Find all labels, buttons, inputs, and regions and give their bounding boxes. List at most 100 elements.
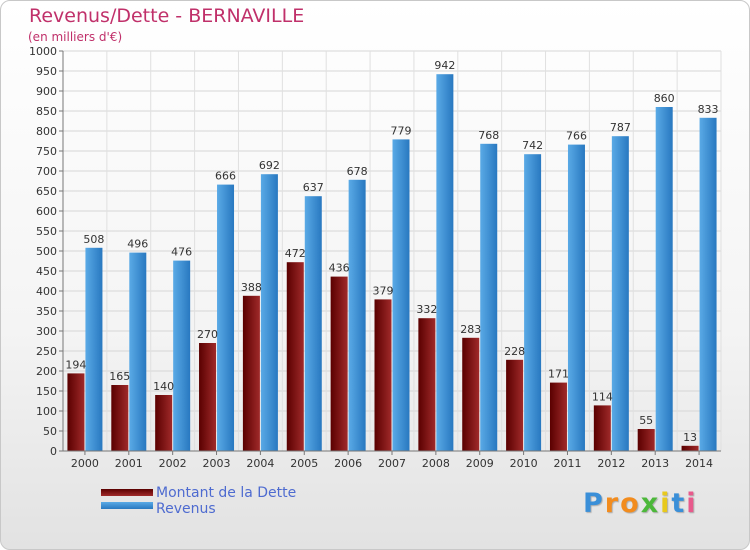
legend-label-dette: Montant de la Dette [156, 485, 297, 501]
data-label-revenus-2004: 692 [259, 159, 280, 172]
bar-revenus-2011 [567, 144, 585, 451]
data-label-revenus-2006: 678 [347, 165, 368, 178]
logo-letter: o [620, 488, 641, 519]
legend-label-revenus: Revenus [156, 501, 216, 517]
data-label-dette-2012: 114 [592, 390, 613, 403]
y-tick-label: 250 [36, 345, 57, 358]
bar-dette-2012 [593, 405, 611, 451]
x-tick-label: 2005 [290, 457, 318, 470]
data-label-dette-2000: 194 [65, 358, 86, 371]
y-tick-label: 850 [36, 105, 57, 118]
x-tick-label: 2012 [597, 457, 625, 470]
x-tick-label: 2011 [553, 457, 581, 470]
data-label-dette-2005: 472 [285, 247, 306, 260]
logo-letter: t [671, 488, 687, 519]
data-label-dette-2004: 388 [241, 281, 262, 294]
y-tick-label: 450 [36, 265, 57, 278]
data-label-dette-2003: 270 [197, 328, 218, 341]
y-tick-label: 900 [36, 85, 57, 98]
x-tick-label: 2001 [115, 457, 143, 470]
bar-dette-2011 [549, 382, 567, 451]
bar-revenus-2009 [480, 143, 498, 452]
data-label-revenus-2011: 766 [566, 130, 587, 143]
data-label-revenus-2003: 666 [215, 170, 236, 183]
bar-dette-2013 [637, 429, 655, 451]
data-label-revenus-2013: 860 [654, 92, 675, 105]
bar-revenus-2003 [217, 184, 235, 451]
bar-dette-2009 [462, 337, 480, 451]
legend-swatch-revenus [101, 502, 153, 509]
x-tick-label: 2010 [510, 457, 538, 470]
y-tick-label: 350 [36, 305, 57, 318]
legend-swatch-dette [101, 489, 153, 496]
data-label-revenus-2000: 508 [83, 233, 104, 246]
y-tick-label: 600 [36, 205, 57, 218]
x-tick-label: 2002 [159, 457, 187, 470]
logo-letter: x [640, 488, 661, 519]
bar-revenus-2013 [655, 107, 673, 451]
y-tick-label: 400 [36, 285, 57, 298]
data-label-revenus-2002: 476 [171, 246, 192, 259]
y-tick-label: 100 [36, 405, 57, 418]
data-label-dette-2014: 13 [683, 431, 697, 444]
logo-letter: r [604, 488, 621, 519]
x-tick-label: 2004 [246, 457, 274, 470]
bar-dette-2008 [418, 318, 436, 451]
bar-revenus-2000 [85, 247, 103, 451]
logo-letter: i [686, 488, 698, 519]
y-tick-label: 550 [36, 225, 57, 238]
data-label-dette-2008: 332 [416, 303, 437, 316]
data-label-revenus-2007: 779 [391, 124, 412, 137]
bar-dette-2005 [286, 262, 304, 451]
y-tick-label: 700 [36, 165, 57, 178]
bar-dette-2010 [506, 359, 524, 451]
data-label-dette-2001: 165 [109, 370, 130, 383]
bar-revenus-2002 [173, 260, 191, 451]
x-tick-label: 2000 [71, 457, 99, 470]
y-tick-label: 500 [36, 245, 57, 258]
bar-revenus-2014 [699, 117, 717, 452]
bar-revenus-2001 [129, 252, 147, 451]
data-label-dette-2009: 283 [460, 323, 481, 336]
bar-revenus-2006 [348, 179, 366, 452]
bar-revenus-2007 [392, 139, 410, 451]
chart-subtitle: (en milliers d'€) [28, 30, 123, 44]
bar-dette-2000 [67, 373, 85, 451]
bar-dette-2006 [330, 276, 348, 451]
bar-dette-2007 [374, 299, 392, 451]
y-tick-label: 650 [36, 185, 57, 198]
data-label-revenus-2014: 833 [698, 103, 719, 116]
proxiti-logo: Proxiti [583, 488, 698, 519]
bar-revenus-2010 [524, 154, 542, 451]
data-label-revenus-2009: 768 [478, 129, 499, 142]
y-tick-label: 800 [36, 125, 57, 138]
data-label-revenus-2005: 637 [303, 181, 324, 194]
y-tick-label: 150 [36, 385, 57, 398]
bar-revenus-2012 [611, 136, 629, 451]
y-tick-label: 1000 [29, 45, 57, 58]
data-label-revenus-2008: 942 [434, 59, 455, 72]
bar-dette-2003 [199, 343, 217, 451]
y-tick-label: 300 [36, 325, 57, 338]
y-tick-label: 950 [36, 65, 57, 78]
x-tick-label: 2003 [203, 457, 231, 470]
data-label-dette-2002: 140 [153, 380, 174, 393]
x-tick-label: 2009 [466, 457, 494, 470]
data-label-dette-2007: 379 [373, 284, 394, 297]
data-label-revenus-2012: 787 [610, 121, 631, 134]
bar-dette-2001 [111, 385, 129, 451]
bar-revenus-2004 [260, 174, 278, 451]
bar-dette-2014 [681, 445, 699, 451]
data-label-revenus-2001: 496 [127, 238, 148, 251]
logo-letter: P [583, 488, 605, 519]
bar-revenus-2008 [436, 74, 454, 451]
x-tick-label: 2007 [378, 457, 406, 470]
bar-dette-2004 [242, 295, 260, 451]
x-tick-label: 2008 [422, 457, 450, 470]
y-tick-label: 50 [43, 425, 57, 438]
data-label-revenus-2010: 742 [522, 139, 543, 152]
bar-revenus-2005 [304, 196, 322, 451]
y-tick-label: 200 [36, 365, 57, 378]
